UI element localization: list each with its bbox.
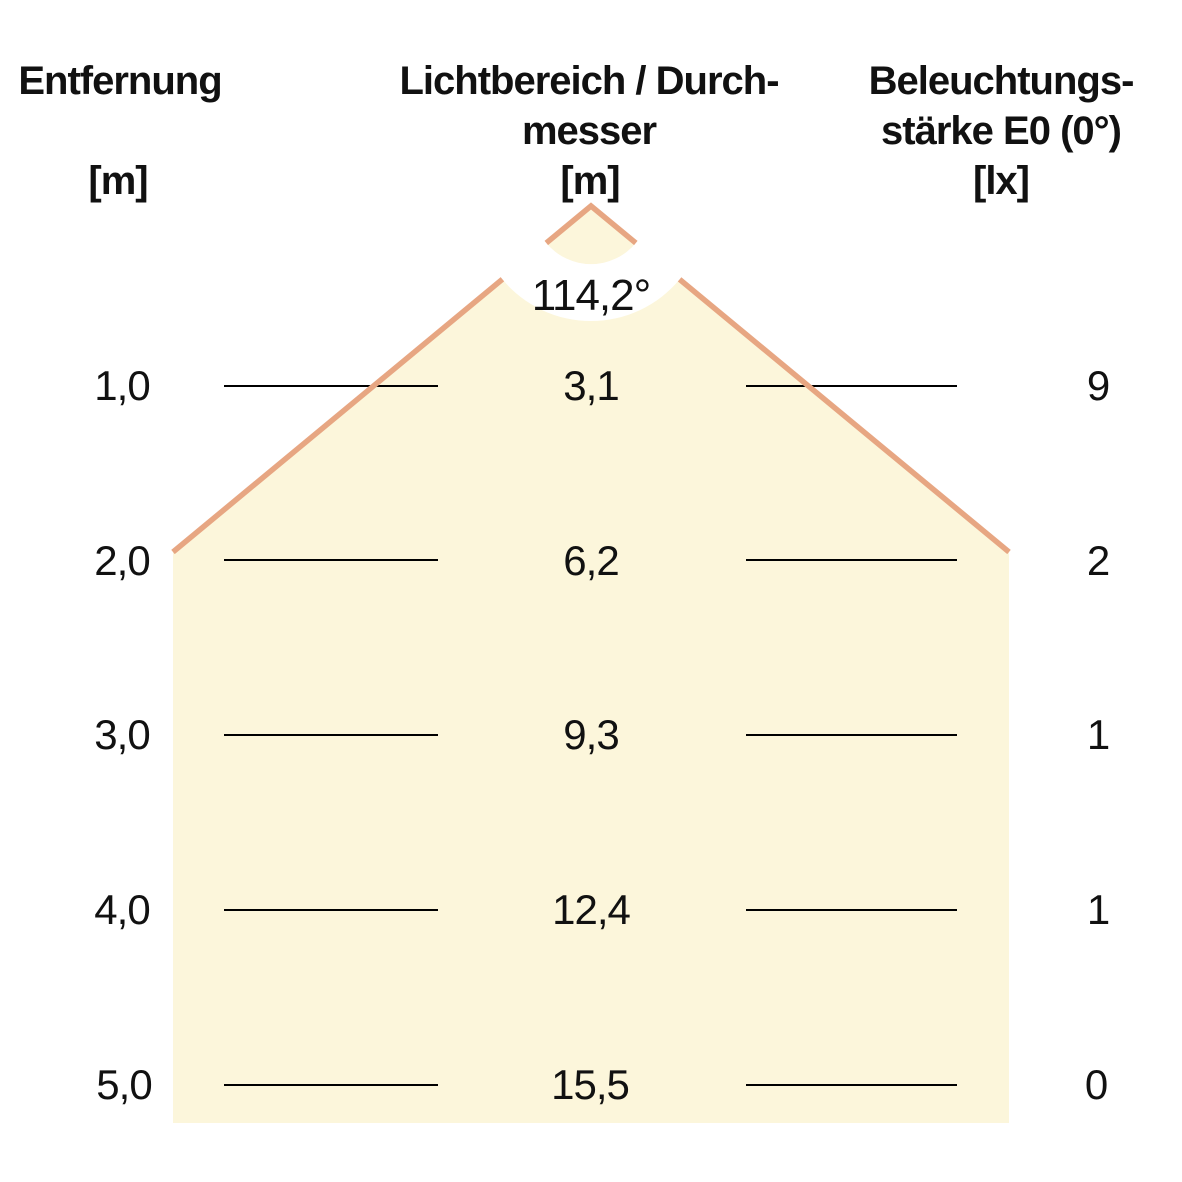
light-cone-fill	[173, 279, 1009, 1123]
row3-lichtbereich-value: 9,3	[563, 711, 619, 758]
row2-entfernung-value: 2,0	[94, 537, 150, 584]
row5-beleuchtungsstaerke-value: 0	[1084, 1061, 1108, 1108]
row2-lichtbereich-value: 6,2	[563, 537, 619, 584]
apex-wedge-edge-stroke	[544, 202, 638, 246]
row4-beleuchtungsstaerke-value: 1	[1086, 886, 1110, 933]
row1-beleuchtungsstaerke-value: 9	[1086, 362, 1110, 409]
row1-lichtbereich-value: 3,1	[563, 362, 619, 409]
tick-lines	[224, 385, 957, 1086]
header-entfernung-unit: [m]	[88, 159, 148, 203]
cone-edge-left-stroke	[171, 277, 505, 555]
header-beleuchtungsstaerke-line2: stärke E0 (0°)	[881, 109, 1122, 153]
beam-angle-label: 114,2°	[531, 271, 651, 320]
beam-apex-wedge-fill	[546, 206, 636, 265]
header-lichtbereich-unit: [m]	[560, 159, 620, 203]
row4-entfernung-value: 4,0	[94, 886, 150, 933]
row4-lichtbereich-value: 12,4	[552, 886, 631, 933]
row3-entfernung-value: 3,0	[94, 711, 150, 758]
row2-beleuchtungsstaerke-value: 2	[1086, 537, 1110, 584]
header-lichtbereich-line1: Lichtbereich / Durch-	[399, 59, 779, 103]
header-beleuchtungsstaerke-unit: [lx]	[973, 159, 1030, 203]
header-beleuchtungsstaerke-line1: Beleuchtungs-	[868, 59, 1135, 103]
row3-beleuchtungsstaerke-value: 1	[1086, 711, 1110, 758]
cone-edge-right-stroke	[677, 277, 1011, 555]
row5-entfernung-value: 5,0	[96, 1061, 152, 1108]
row1-entfernung-value: 1,0	[94, 362, 150, 409]
header-entfernung: Entfernung	[18, 59, 222, 103]
header-lichtbereich-line2: messer	[521, 109, 657, 153]
row5-lichtbereich-value: 15,5	[551, 1061, 630, 1108]
